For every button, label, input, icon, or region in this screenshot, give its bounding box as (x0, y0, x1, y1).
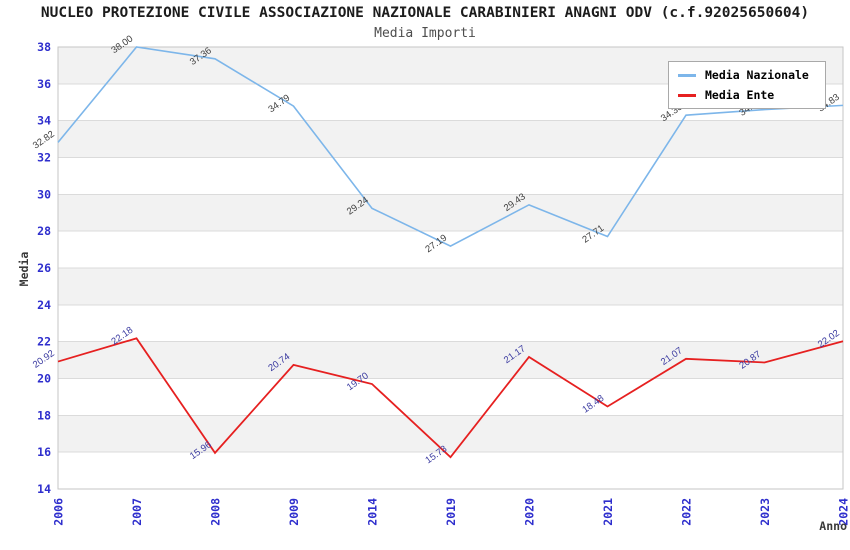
y-tick-label: 20 (37, 372, 51, 386)
x-tick-label: 2006 (52, 498, 66, 526)
y-tick-label: 26 (37, 261, 51, 275)
legend-label: Media Nazionale (705, 68, 809, 82)
x-tick-label: 2023 (758, 498, 772, 526)
x-tick-label: 2014 (366, 498, 380, 526)
legend-item-media-nazionale: Media Nazionale (678, 68, 819, 82)
x-tick-label: 2021 (601, 498, 615, 526)
y-tick-label: 38 (37, 40, 51, 54)
x-axis-title: Anno (819, 519, 847, 533)
y-tick-label: 22 (37, 335, 51, 349)
legend: Media Nazionale Media Ente (668, 61, 826, 109)
x-tick-label: 2022 (680, 498, 694, 526)
y-tick-label: 18 (37, 408, 51, 422)
chart-subtitle: Media Importi (374, 26, 476, 41)
y-tick-label: 30 (37, 187, 51, 201)
y-tick-label: 36 (37, 77, 51, 91)
blue-line-swatch (678, 73, 696, 77)
data-point-label: 27.19 (423, 233, 449, 256)
data-point-label: 20.92 (31, 348, 57, 371)
data-point-label: 34.79 (266, 93, 292, 116)
data-point-label: 32.82 (31, 129, 57, 152)
x-tick-label: 2009 (287, 498, 301, 526)
y-tick-label: 28 (37, 224, 51, 238)
x-tick-label: 2019 (444, 498, 458, 526)
x-tick-label: 2024 (837, 498, 850, 526)
legend-item-media-ente: Media Ente (678, 88, 819, 102)
x-tick-label: 2020 (523, 498, 537, 526)
legend-label: Media Ente (705, 88, 775, 102)
red-line-swatch (678, 93, 696, 97)
x-tick-label: 2007 (130, 498, 144, 526)
y-tick-label: 32 (37, 151, 51, 165)
data-point-label: 18.48 (580, 393, 606, 416)
y-tick-label: 16 (37, 445, 51, 459)
chart-title: NUCLEO PROTEZIONE CIVILE ASSOCIAZIONE NA… (40, 5, 810, 21)
y-tick-label: 24 (37, 298, 51, 312)
x-tick-label: 2008 (209, 498, 223, 526)
y-tick-label: 14 (37, 482, 51, 496)
y-tick-label: 34 (37, 114, 51, 128)
y-axis-title: Media (17, 251, 31, 287)
